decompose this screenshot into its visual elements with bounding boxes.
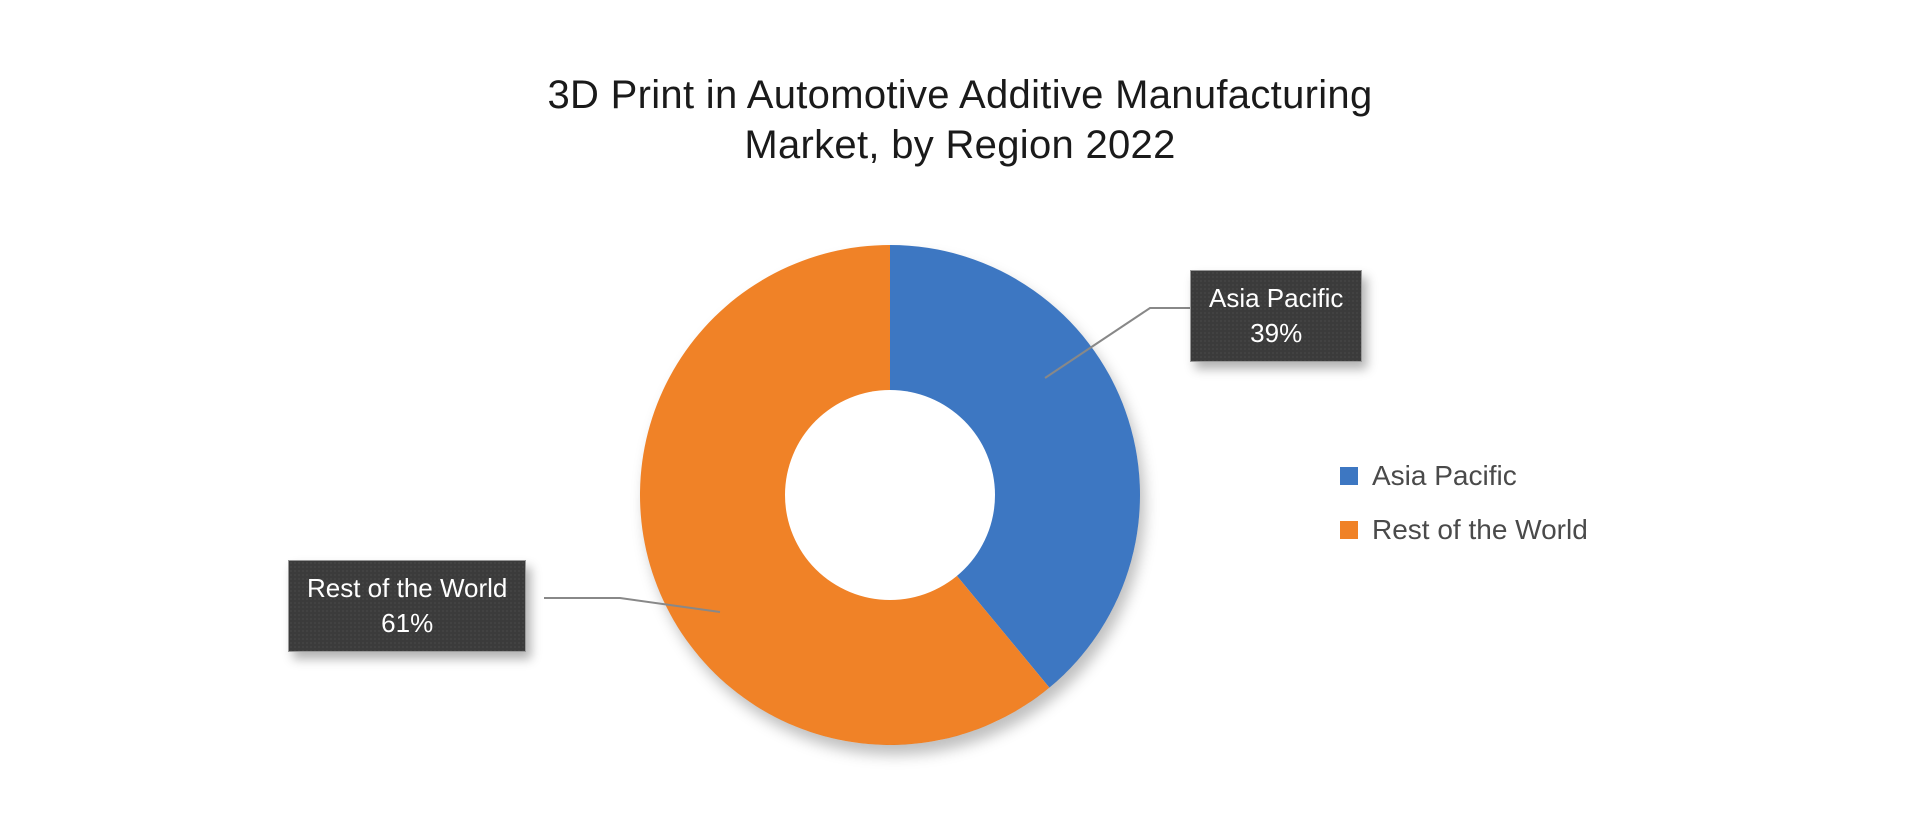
legend-swatch <box>1340 467 1358 485</box>
callout-label: Asia Pacific <box>1209 283 1343 313</box>
legend-swatch <box>1340 521 1358 539</box>
legend: Asia Pacific Rest of the World <box>1340 460 1588 568</box>
callout-asia-pacific: Asia Pacific 39% <box>1190 270 1362 362</box>
leader-line <box>544 598 720 612</box>
leader-lines <box>0 0 1920 818</box>
legend-label: Rest of the World <box>1372 514 1588 546</box>
legend-item-asia-pacific: Asia Pacific <box>1340 460 1588 492</box>
legend-item-rest-of-world: Rest of the World <box>1340 514 1588 546</box>
leader-line <box>1045 308 1190 378</box>
callout-value: 39% <box>1250 318 1302 348</box>
callout-rest-of-world: Rest of the World 61% <box>288 560 526 652</box>
legend-label: Asia Pacific <box>1372 460 1517 492</box>
callout-value: 61% <box>381 608 433 638</box>
callout-label: Rest of the World <box>307 573 507 603</box>
